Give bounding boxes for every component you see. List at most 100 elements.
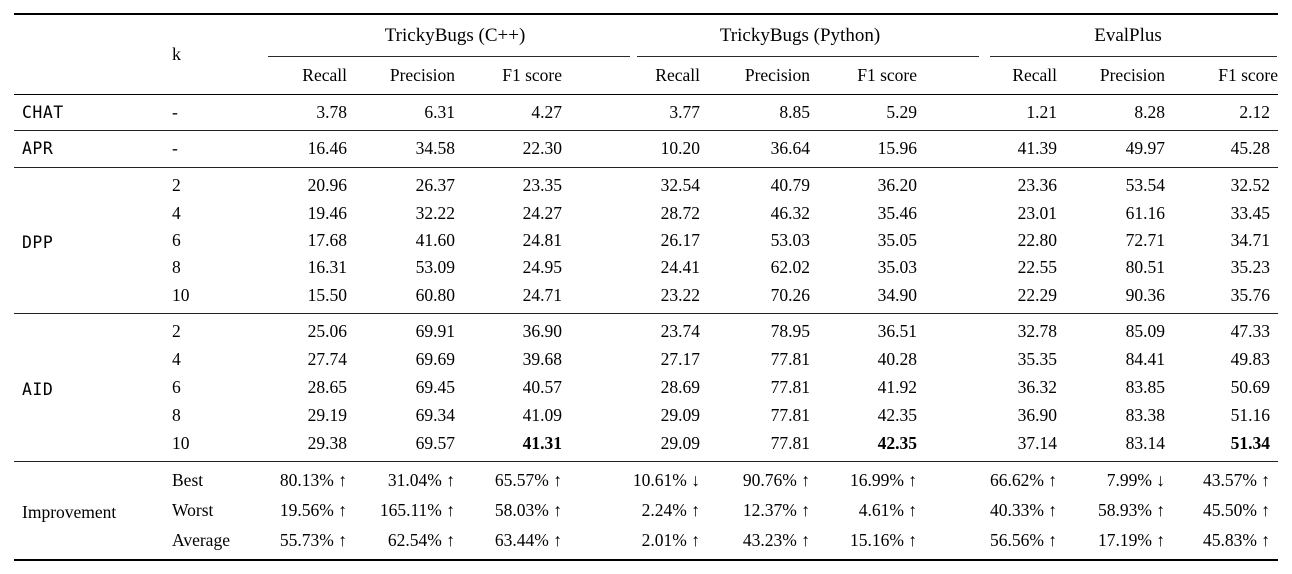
metric-value: 26.17 (660, 229, 700, 250)
table-body: CHAT -3.78 6.31 4.27 3.77 8.85 5.29 1.21 8.28 2.1… (14, 94, 1279, 560)
column-group-trickybugs-cpp: TrickyBugs (C++) (260, 14, 630, 57)
k-value: 2 (172, 175, 181, 196)
metric-value: 51.16 (1230, 404, 1271, 425)
metric-value: 55.73% ↑ (279, 529, 347, 550)
table-row: AID 2 25.06 69.91 36.90 23.74 78.95 36.51 32.78 8… (14, 313, 1278, 462)
metric-value: 69.91 (415, 321, 455, 342)
column-gap (562, 401, 600, 429)
metric-value: 24.81 (522, 229, 562, 250)
metric-value: 17.68 (307, 229, 347, 250)
metric-value: 23.36 (1017, 175, 1058, 196)
k-value: 8 (172, 257, 181, 278)
metric-value: 1.21 (955, 94, 1058, 131)
metric-value: 50.69 (1230, 376, 1271, 397)
metric-value: 69.57 (347, 429, 455, 462)
column-header-f1-score: F1 score (810, 57, 918, 95)
column-gap (562, 227, 600, 254)
metric-value: 45.83% ↑ (1202, 529, 1271, 550)
metric-value: 72.71 (1125, 229, 1166, 250)
metric-value: 16.99% ↑ (849, 470, 918, 491)
metric-value: 22.30 (455, 130, 562, 168)
column-header-precision: Precision (1057, 57, 1166, 95)
metric-value: 15.96 (810, 130, 918, 168)
table-row: CHAT -3.78 6.31 4.27 3.77 8.85 5.29 1.21 8.28 2.1… (14, 94, 1279, 131)
metric-value: 4.27 (455, 94, 562, 131)
column-header-precision: Precision (700, 57, 810, 95)
metric-value: 83.14 (1057, 429, 1166, 462)
metric-value: 35.46 (877, 202, 918, 223)
metric-header-row: Recall Precision F1 score Recall Precisi… (14, 57, 1279, 95)
table-row: Average 55.73% ↑ 62.54% ↑ 63.44% ↑ 2.01% ↑ 43… (14, 525, 1278, 560)
group-label: TrickyBugs (C++) (384, 25, 526, 46)
method-label-dpp: DPP (14, 167, 172, 314)
metric-value: 28.72 (660, 202, 700, 223)
column-gap (562, 199, 600, 226)
metric-value: 24.27 (522, 202, 562, 223)
k-value: 4 (172, 349, 181, 370)
metric-value: 35.03 (877, 257, 918, 278)
metric-value: 36.32 (1017, 376, 1058, 397)
column-gap (917, 168, 955, 200)
k-value: - (172, 94, 260, 131)
metric-value: 20.96 (307, 175, 347, 196)
metric-value: 34.58 (347, 130, 455, 168)
table-row: 8 16.31 53.09 24.95 24.41 62.02 35.03 22.55 80.5… (14, 254, 1278, 281)
column-gap (562, 429, 600, 462)
metric-value: 17.19% ↑ (1097, 529, 1166, 550)
metric-value: 36.90 (1017, 404, 1058, 425)
k-value: 2 (172, 321, 181, 342)
column-gap (917, 130, 956, 168)
metric-value: 42.35 (810, 429, 918, 462)
k-value: Worst (172, 499, 214, 520)
metric-value: 23.74 (660, 321, 700, 342)
metric-value: 49.83 (1230, 349, 1271, 370)
k-value: 6 (172, 229, 181, 250)
metric-value: 69.34 (415, 404, 455, 425)
column-header-f1-score: F1 score (455, 57, 562, 95)
k-value: - (172, 130, 260, 168)
metric-value: 29.09 (660, 404, 700, 425)
metric-value: 66.62% ↑ (989, 470, 1058, 491)
table-row: Improvement Best 80.13% ↑ 31.04% ↑ 65.57% ↑ 1… (14, 461, 1278, 522)
metric-value: 27.17 (660, 349, 700, 370)
metric-value: 58.93% ↑ (1097, 499, 1166, 520)
metric-value: 83.85 (1125, 376, 1166, 397)
metric-value: 36.90 (522, 321, 562, 342)
metric-value: 5.29 (810, 94, 918, 131)
metric-value: 36.51 (877, 321, 918, 342)
metric-value: 47.33 (1230, 321, 1271, 342)
metric-value: 27.74 (307, 349, 347, 370)
table-row: 6 17.68 41.60 24.81 26.17 53.03 35.05 22.80 72.7… (14, 227, 1278, 254)
metric-value: 41.92 (877, 376, 918, 397)
column-gap (562, 130, 600, 168)
column-gap (917, 227, 955, 254)
column-gap (917, 461, 955, 495)
column-gap (562, 14, 600, 95)
column-gap (562, 461, 600, 495)
metric-value: 80.13% ↑ (279, 470, 347, 491)
metric-value: 23.01 (1017, 202, 1058, 223)
metric-value: 165.11% ↑ (379, 499, 455, 520)
metric-value: 22.55 (1017, 257, 1058, 278)
metric-value: 24.95 (522, 257, 562, 278)
metric-value: 61.16 (1125, 202, 1166, 223)
method-label-apr: APR (14, 130, 172, 168)
metric-value: 41.09 (522, 404, 562, 425)
metric-value: 3.77 (600, 94, 700, 131)
table-row: 6 28.65 69.45 40.57 28.69 77.81 41.92 36.32 83.8… (14, 374, 1278, 402)
metric-value: 32.54 (660, 175, 700, 196)
metric-value: 16.31 (307, 257, 347, 278)
metric-value: 78.95 (770, 321, 810, 342)
metric-value: 70.26 (700, 281, 810, 314)
column-gap (562, 281, 600, 314)
k-value: 8 (172, 404, 181, 425)
metric-value: 23.22 (600, 281, 700, 314)
metric-value: 22.80 (1017, 229, 1058, 250)
metric-value: 77.81 (700, 429, 810, 462)
metric-value: 40.79 (770, 175, 810, 196)
column-header-recall: Recall (260, 57, 347, 95)
metric-value: 45.28 (1165, 130, 1279, 168)
metric-value: 8.28 (1057, 94, 1166, 131)
metric-value: 43.57% ↑ (1202, 470, 1271, 491)
metric-value: 35.05 (877, 229, 918, 250)
